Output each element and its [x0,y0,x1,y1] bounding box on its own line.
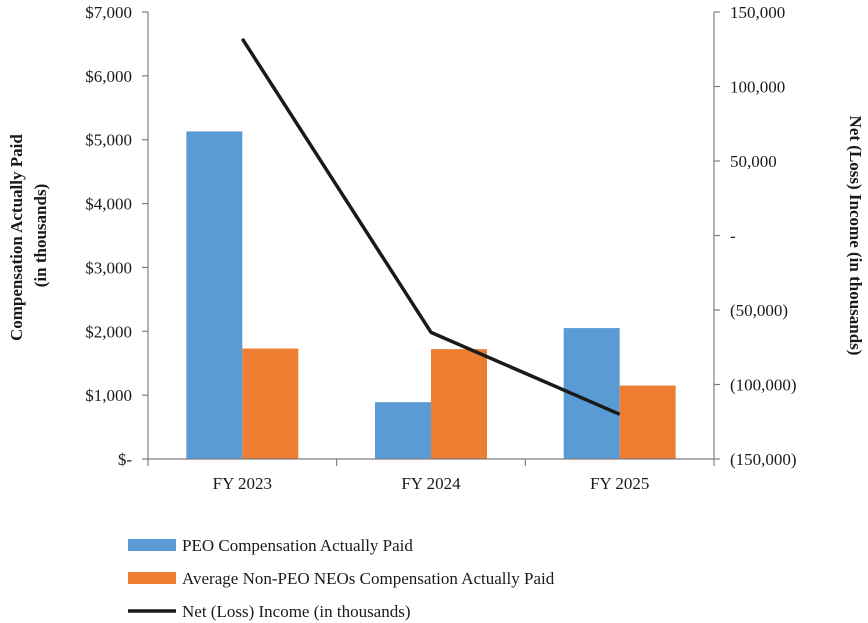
left-axis-title-line2: (in thousands) [31,184,50,287]
bar-non-peo-1 [431,349,487,459]
x-category-label: FY 2024 [401,474,461,493]
left-y-axis: $- $1,000 $2,000 $3,000 $4,000 $5,000 $6,000 $7… [85,3,149,469]
bar-peo-1 [375,402,431,459]
right-axis-title: Net (Loss) Income (in thousands) [846,116,865,356]
right-y-axis: (150,000) (100,000) (50,000) - 50,000 100,000… [713,3,797,469]
legend-swatch-1 [128,572,176,584]
x-category-label: FY 2023 [213,474,272,493]
legend-swatch-0 [128,539,176,551]
right-tick-label: (150,000) [730,450,797,469]
legend-label-0: PEO Compensation Actually Paid [182,536,413,555]
left-tick-label: $- [118,450,133,469]
legend-label-2: Net (Loss) Income (in thousands) [182,602,411,621]
bar-non-peo-0 [242,348,299,459]
left-tick-label: $7,000 [85,3,132,22]
left-tick-label: $1,000 [85,386,132,405]
x-category-label: FY 2025 [590,474,649,493]
right-tick-label: (50,000) [730,301,788,320]
net-income-line [240,37,621,416]
legend-label-1: Average Non-PEO NEOs Compensation Actual… [182,569,555,588]
right-tick-label: - [730,227,736,246]
right-tick-label: 50,000 [730,152,777,171]
left-tick-label: $6,000 [85,67,132,86]
left-tick-label: $5,000 [85,131,132,150]
bar-peo-0 [186,131,243,460]
x-axis: FY 2023 FY 2024 FY 2025 [147,458,715,493]
right-tick-label: 150,000 [730,3,785,22]
right-tick-label: 100,000 [730,78,785,97]
left-axis-title-line1: Compensation Actually Paid [7,134,26,341]
left-tick-label: $4,000 [85,195,132,214]
right-tick-label: (100,000) [730,376,797,395]
left-axis-title: Compensation Actually Paid (in thousands… [7,130,50,341]
left-tick-label: $2,000 [85,322,132,341]
legend: PEO Compensation Actually Paid Average No… [128,536,555,621]
bar-non-peo-2 [619,385,676,459]
plot-area [186,37,676,460]
left-tick-label: $3,000 [85,258,132,277]
